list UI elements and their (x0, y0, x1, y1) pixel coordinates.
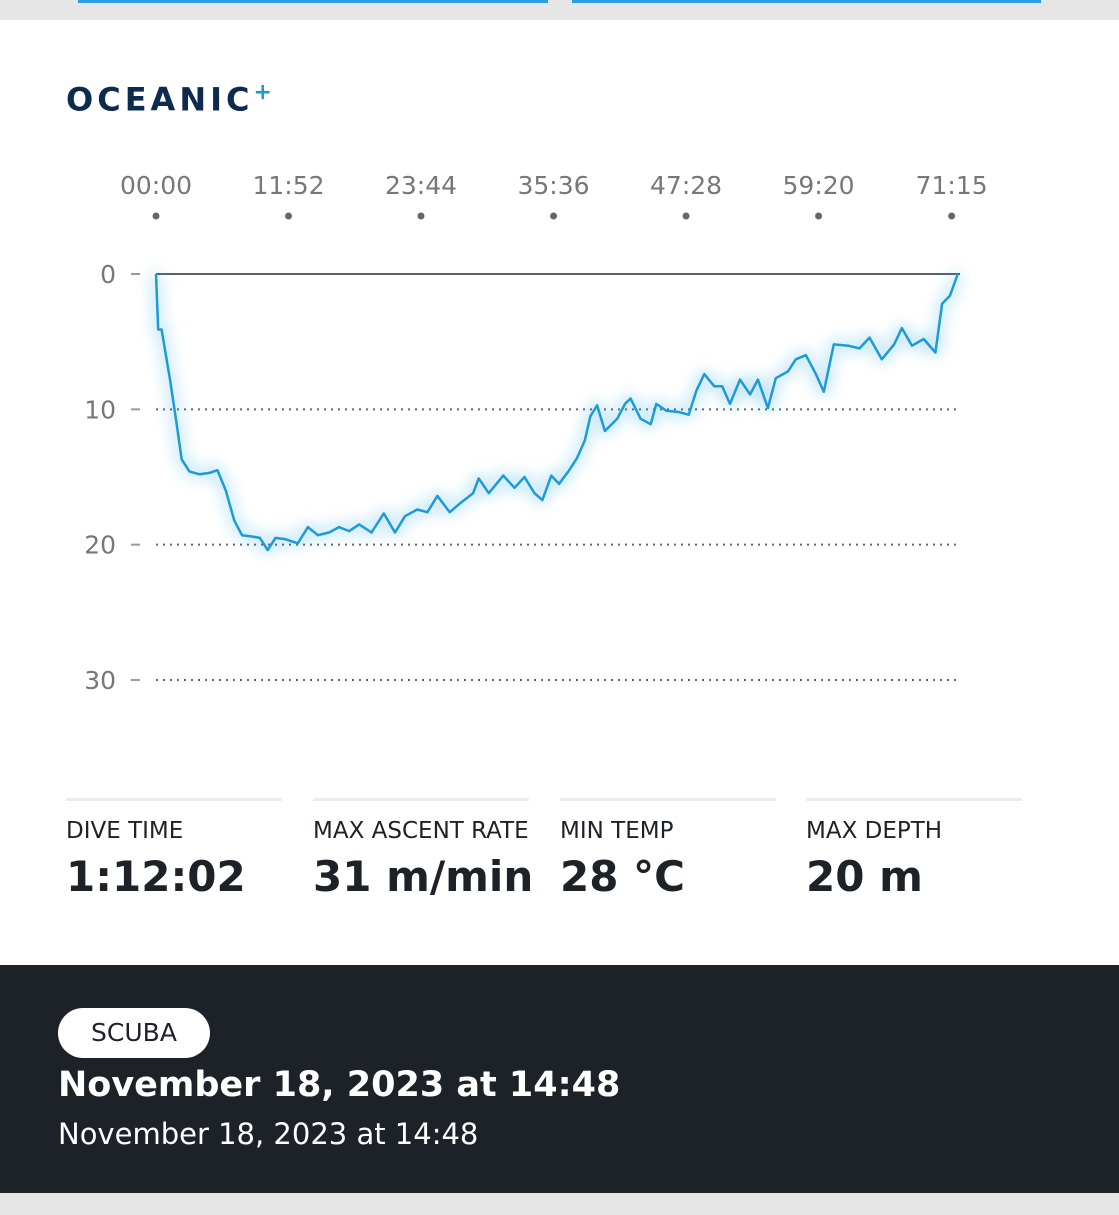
footer: SCUBA November 18, 2023 at 14:48 Novembe… (0, 965, 1119, 1193)
stat-value: 28 °C (560, 852, 685, 901)
x-tick-label: 59:20 (783, 171, 855, 200)
dive-title: November 18, 2023 at 14:48 (58, 1065, 621, 1105)
y-tick-label: 20 (84, 531, 116, 560)
stat-label: MAX ASCENT RATE (313, 818, 529, 844)
tab[interactable] (78, 0, 548, 3)
stat-label: DIVE TIME (66, 818, 184, 844)
x-tick-mark (815, 212, 823, 220)
depth-line (154, 273, 959, 552)
x-tick-mark (152, 212, 160, 220)
y-tick-label: 30 (84, 666, 116, 695)
dive-subtitle: November 18, 2023 at 14:48 (58, 1117, 479, 1151)
x-tick-mark (682, 212, 690, 220)
chart: 0 10 20 30 00:00 11:52 23:44 35:36 47:28 59:20 71:… (84, 171, 988, 695)
stat-value: 1:12:02 (66, 852, 246, 901)
x-tick-label: 71:15 (916, 171, 988, 200)
logo-mark: + (253, 80, 272, 105)
x-tick-mark (550, 212, 558, 220)
stat-value: 20 m (806, 852, 923, 901)
x-tick-label: 47:28 (650, 171, 722, 200)
x-tick-mark (285, 212, 293, 220)
stat-value: 31 m/min (313, 852, 534, 901)
stat: MAX ASCENT RATE 31 m/min (313, 798, 534, 901)
stat: MAX DEPTH 20 m (806, 798, 1022, 901)
logo: OCEANIC+ (66, 80, 272, 119)
x-tick-mark (948, 212, 956, 220)
y-tick-label: 0 (100, 260, 116, 289)
x-tick-label: 35:36 (518, 171, 590, 200)
stat-label: MIN TEMP (560, 818, 674, 844)
x-tick-mark (417, 212, 425, 220)
x-tick-label: 00:00 (120, 171, 192, 200)
logo-text: OCEANIC (66, 80, 254, 119)
stat-label: MAX DEPTH (806, 818, 943, 844)
x-tick-label: 11:52 (252, 171, 324, 200)
tab[interactable] (572, 0, 1041, 3)
stat: MIN TEMP 28 °C (560, 798, 776, 901)
x-tick-label: 23:44 (385, 171, 457, 200)
dive-card: OCEANIC+ (0, 20, 1119, 965)
y-tick-label: 10 (84, 395, 116, 424)
stat: DIVE TIME 1:12:02 (66, 798, 282, 901)
activity-badge: SCUBA (58, 1008, 210, 1058)
